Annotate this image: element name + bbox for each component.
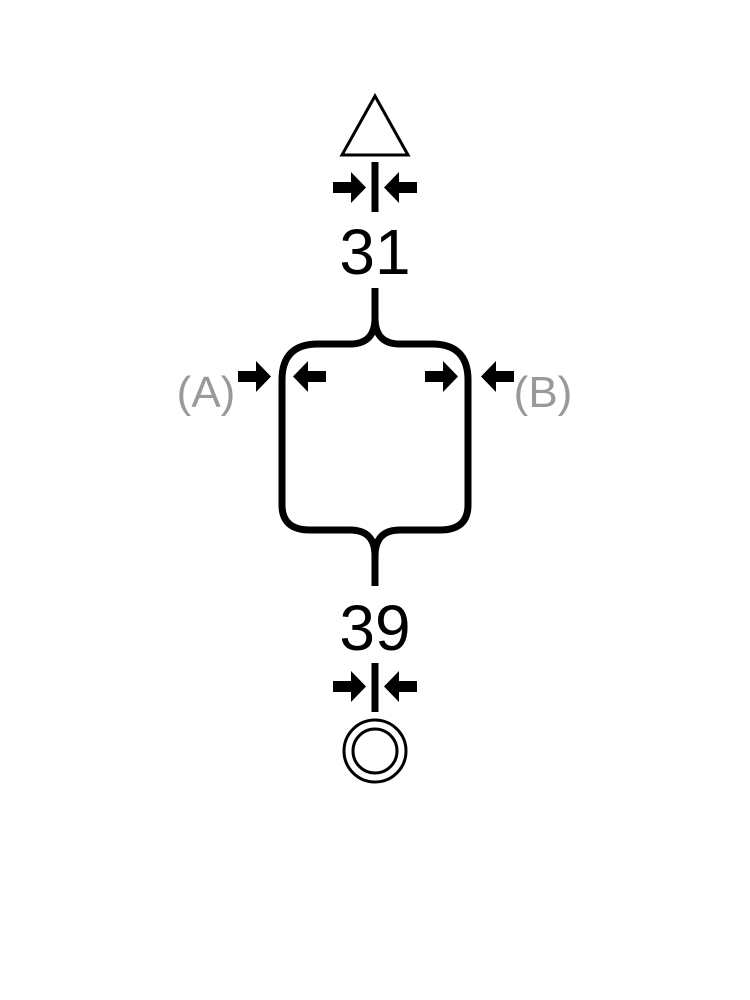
label-a: (A) bbox=[177, 368, 236, 417]
right-inner-arrow-icon bbox=[425, 361, 458, 392]
right-outer-arrow-icon bbox=[481, 361, 514, 392]
bottom-left-arrow-icon bbox=[333, 671, 366, 702]
triangle-icon bbox=[339, 92, 411, 157]
label-b: (B) bbox=[514, 368, 573, 417]
bottom-right-arrow-icon bbox=[384, 671, 417, 702]
lower-bracket bbox=[278, 460, 379, 557]
double-circle-icon bbox=[342, 718, 408, 784]
top-number-label: 31 bbox=[339, 216, 410, 288]
left-outer-arrow-icon bbox=[238, 361, 271, 392]
upper-bracket bbox=[278, 317, 379, 460]
upper-bracket-right bbox=[371, 317, 472, 460]
lower-bracket-right bbox=[371, 460, 472, 557]
left-inner-arrow-icon bbox=[293, 361, 326, 392]
top-left-arrow-icon bbox=[333, 172, 366, 203]
top-right-arrow-icon bbox=[384, 172, 417, 203]
bottom-number-label: 39 bbox=[339, 592, 410, 664]
